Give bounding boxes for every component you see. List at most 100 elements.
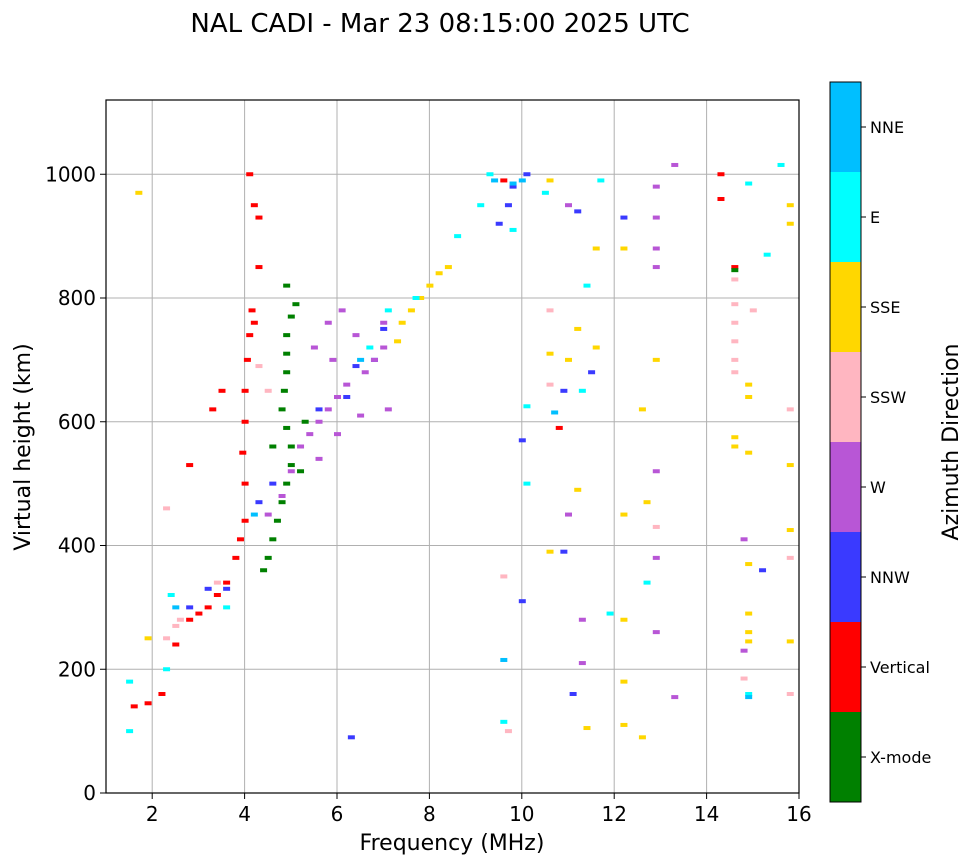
echo-point-w — [310, 345, 318, 350]
colorbar-swatch-vertical — [830, 622, 861, 712]
echo-point-sse — [620, 617, 628, 622]
echo-point-x-mode — [278, 500, 286, 505]
echo-point-x-mode — [287, 314, 295, 319]
echo-point-nnw — [223, 586, 231, 591]
echo-point-e — [223, 605, 231, 610]
echo-point-vertical — [186, 617, 194, 622]
echo-point-e — [541, 190, 549, 195]
y-tick-label: 200 — [58, 657, 96, 681]
echo-point-nnw — [269, 481, 277, 486]
x-tick-label: 16 — [786, 802, 811, 826]
echo-point-sse — [652, 357, 660, 362]
echo-point-sse — [620, 679, 628, 684]
echo-point-vertical — [243, 357, 251, 362]
echo-point-w — [329, 357, 337, 362]
colorbar-swatch-e — [830, 172, 861, 262]
x-tick-label: 4 — [238, 802, 251, 826]
echo-point-sse — [426, 283, 434, 288]
grid-lines — [106, 100, 800, 794]
echo-point-e — [763, 252, 771, 257]
echo-point-nnw — [255, 500, 263, 505]
echo-point-vertical — [130, 704, 138, 709]
echo-point-ssw — [652, 524, 660, 529]
echo-point-sse — [745, 562, 753, 567]
echo-point-sse — [786, 528, 794, 533]
echo-point-x-mode — [260, 568, 268, 573]
echo-point-vertical — [555, 425, 563, 430]
echo-point-ssw — [749, 308, 757, 313]
colorbar-swatch-x-mode — [830, 712, 861, 802]
echo-point-w — [324, 407, 332, 412]
echo-point-nnw — [504, 203, 512, 208]
echo-point-vertical — [144, 701, 152, 706]
echo-point-vertical — [204, 605, 212, 610]
echo-point-e — [384, 308, 392, 313]
y-tick-label: 400 — [58, 534, 96, 558]
echo-point-e — [477, 203, 485, 208]
colorbar-swatch-sse — [830, 262, 861, 352]
echo-point-vertical — [255, 265, 263, 270]
colorbar: X-mode Vertical NNW W SSW SSE E NNE — [829, 81, 931, 803]
echo-point-nne — [500, 657, 508, 662]
echo-point-vertical — [731, 265, 739, 270]
echo-point-e — [606, 611, 614, 616]
echo-point-x-mode — [273, 518, 281, 523]
echo-point-e — [486, 172, 494, 177]
echo-point-w — [343, 382, 351, 387]
y-tick-label: 800 — [58, 286, 96, 310]
echo-point-sse — [435, 271, 443, 276]
echo-point-sse — [574, 326, 582, 331]
echo-point-vertical — [223, 580, 231, 585]
echo-point-nnw — [518, 599, 526, 604]
colorbar-tick-label: NNW — [870, 568, 910, 587]
echo-point-sse — [620, 512, 628, 517]
echo-point-w — [361, 370, 369, 375]
echo-point-ssw — [500, 574, 508, 579]
colorbar-tick-label: Vertical — [870, 658, 930, 677]
echo-point-sse — [745, 450, 753, 455]
echo-point-sse — [638, 735, 646, 740]
echo-point-e — [745, 692, 753, 696]
colorbar-swatch-w — [830, 442, 861, 532]
echo-point-sse — [786, 221, 794, 226]
y-axis-label: Virtual height (km) — [11, 343, 36, 550]
echo-point-e — [745, 181, 753, 186]
echo-point-sse — [583, 726, 591, 731]
echo-point-sse — [546, 178, 554, 183]
echo-point-x-mode — [283, 370, 291, 375]
echo-point-sse — [546, 351, 554, 356]
echo-point-x-mode — [731, 268, 739, 273]
echo-point-w — [740, 648, 748, 653]
echo-point-nne — [551, 410, 559, 415]
echo-point-x-mode — [292, 302, 300, 307]
echo-point-w — [652, 246, 660, 251]
echo-point-e — [126, 679, 134, 684]
echo-point-nnw — [315, 407, 323, 412]
echo-point-w — [297, 444, 305, 449]
echo-point-sse — [444, 265, 452, 270]
colorbar-swatch-ssw — [830, 352, 861, 442]
echo-point-vertical — [236, 537, 244, 542]
echo-point-w — [278, 494, 286, 498]
echo-point-x-mode — [287, 463, 295, 468]
echo-point-sse — [135, 190, 143, 195]
echo-point-vertical — [717, 197, 725, 201]
echo-point-ssw — [504, 729, 512, 734]
echo-point-e — [523, 481, 531, 486]
colorbar-label: Azimuth Direction — [939, 343, 964, 540]
echo-point-vertical — [209, 407, 217, 412]
echo-point-w — [652, 469, 660, 474]
echo-point-e — [509, 227, 517, 232]
echo-point-vertical — [500, 178, 508, 183]
echo-point-sse — [417, 296, 425, 300]
y-axis: 0 200 400 600 800 1000 — [45, 162, 106, 805]
echo-point-e — [163, 667, 171, 672]
echo-point-nnw — [495, 221, 503, 226]
echo-point-sse — [565, 357, 572, 362]
echo-point-w — [324, 320, 332, 325]
echo-point-ssw — [731, 320, 739, 325]
echo-point-nnw — [509, 184, 517, 189]
colorbar-tick-label: SSE — [870, 298, 900, 317]
echo-point-nnw — [560, 388, 568, 393]
echo-point-sse — [620, 722, 628, 727]
